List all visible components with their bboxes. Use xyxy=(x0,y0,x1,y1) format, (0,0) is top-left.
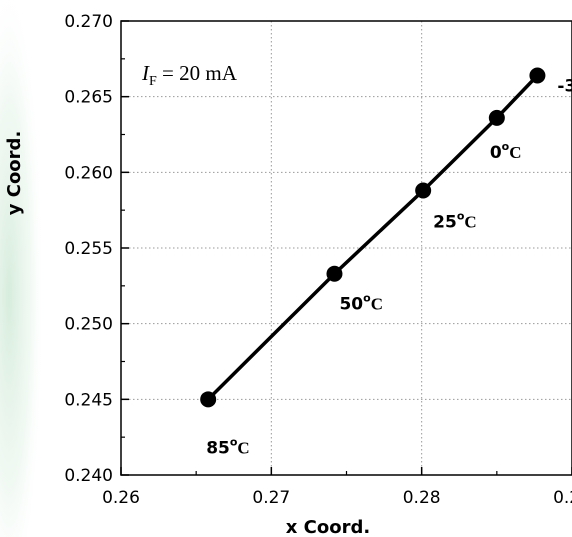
data-label-value: 0 xyxy=(490,143,502,163)
data-label-value: 85 xyxy=(206,438,230,458)
y-tick-label: 0.265 xyxy=(64,88,113,108)
data-label: 85oC xyxy=(206,435,250,458)
y-tick-label: 0.260 xyxy=(64,163,113,183)
grid xyxy=(121,21,572,475)
degree-symbol: o xyxy=(502,140,510,153)
series-1 xyxy=(200,67,546,408)
data-label-unit: C xyxy=(464,212,476,231)
data-label: 25oC xyxy=(433,209,477,232)
x-tick-labels: 0.26 0.27 0.28 0.29 xyxy=(102,488,572,508)
data-label: 0oC xyxy=(490,140,522,163)
data-label: 50oC xyxy=(339,292,383,315)
data-label-value: 25 xyxy=(433,212,457,232)
degree-symbol: o xyxy=(363,292,371,305)
data-point xyxy=(415,182,432,199)
degree-symbol: o xyxy=(457,209,465,222)
x-tick-label: 0.26 xyxy=(102,488,140,508)
x-tick-label: 0.29 xyxy=(553,488,572,508)
data-label-value: 50 xyxy=(339,295,363,315)
series-line xyxy=(206,74,539,401)
y-tick-label: 0.270 xyxy=(64,12,113,32)
x-tick-label: 0.27 xyxy=(252,488,290,508)
current-annotation: IF = 20 mA xyxy=(141,61,238,89)
y-tick-label: 0.250 xyxy=(64,315,113,335)
y-tick-label: 0.240 xyxy=(64,466,113,486)
data-label-unit: C xyxy=(509,143,521,162)
x-tick-label: 0.28 xyxy=(403,488,441,508)
axis-ticks xyxy=(120,20,572,476)
y-tick-label: 0.245 xyxy=(64,390,113,410)
x-axis-title: x Coord. xyxy=(286,517,370,537)
data-point xyxy=(326,265,343,282)
data-label-unit: C xyxy=(237,438,249,457)
data-point xyxy=(529,67,546,84)
y-axis-title: y Coord. xyxy=(4,131,25,216)
data-label-unit: C xyxy=(371,295,383,314)
degree-symbol: o xyxy=(230,435,238,448)
data-point xyxy=(200,391,217,408)
data-label: -30oC xyxy=(557,73,572,96)
y-tick-labels: 0.240 0.245 0.250 0.255 0.260 0.265 0.270 xyxy=(64,12,113,486)
data-label-value: -30 xyxy=(557,76,572,96)
y-tick-label: 0.255 xyxy=(64,239,113,259)
data-point xyxy=(488,109,505,126)
